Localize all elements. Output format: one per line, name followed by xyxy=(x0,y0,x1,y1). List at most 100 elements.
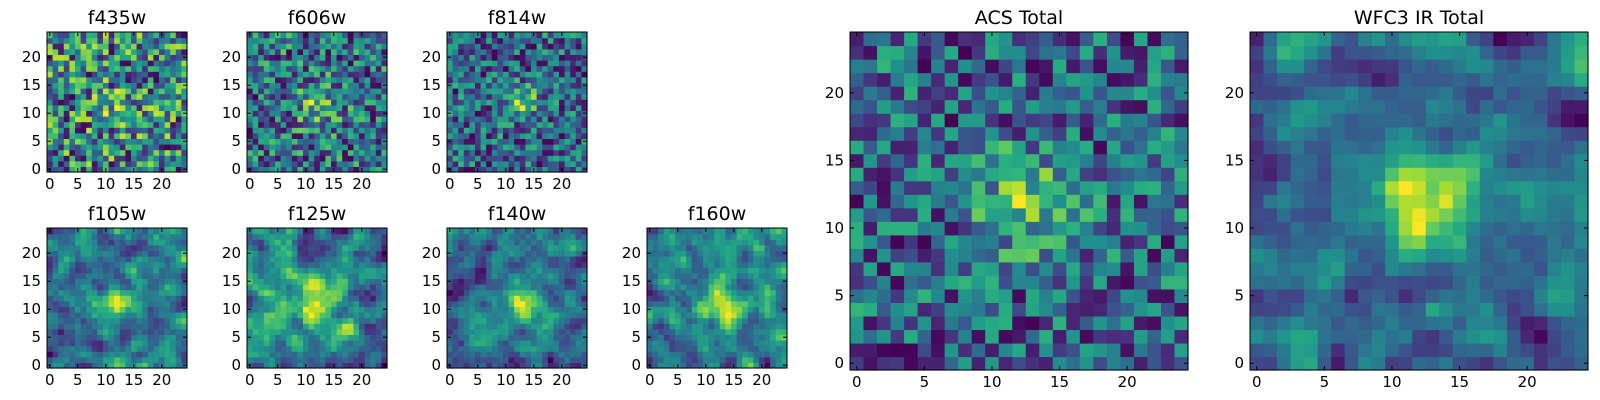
heatmap-cell xyxy=(680,362,687,369)
heatmap-cell xyxy=(291,328,298,335)
heatmap-cell xyxy=(714,256,721,263)
heatmap-cell xyxy=(680,356,687,363)
heatmap-cell xyxy=(52,323,59,330)
heatmap-cell xyxy=(314,71,321,78)
heatmap-cell xyxy=(359,48,366,55)
heatmap-cell xyxy=(1106,180,1121,195)
heatmap-cell xyxy=(1025,329,1040,344)
heatmap-cell xyxy=(753,267,760,274)
heatmap-cell xyxy=(691,323,698,330)
heatmap-cell xyxy=(91,144,98,151)
heatmap-cell xyxy=(370,88,377,95)
heatmap-cell xyxy=(575,317,582,324)
heatmap-cell xyxy=(308,71,315,78)
heatmap-cell xyxy=(753,250,760,257)
heatmap-cell xyxy=(570,127,577,134)
heatmap-cell xyxy=(1012,180,1027,195)
heatmap-cell xyxy=(652,267,659,274)
heatmap-cell xyxy=(570,244,577,251)
heatmap-cell xyxy=(686,239,693,246)
heatmap-cell xyxy=(944,329,959,344)
heatmap-cell xyxy=(553,300,560,307)
heatmap-cell xyxy=(680,334,687,341)
heatmap-cell xyxy=(91,306,98,313)
heatmap-cell xyxy=(1093,315,1108,331)
heatmap-cell xyxy=(547,71,554,78)
heatmap-cell xyxy=(686,250,693,257)
heatmap-cell xyxy=(258,93,265,100)
heatmap-cell xyxy=(652,300,659,307)
heatmap-cell xyxy=(904,221,919,236)
heatmap-cell xyxy=(325,228,332,235)
heatmap-cell xyxy=(759,300,766,307)
heatmap-cell xyxy=(125,295,132,302)
heatmap-cell xyxy=(47,43,54,50)
heatmap-cell xyxy=(742,306,749,313)
heatmap-cell xyxy=(147,244,154,251)
heatmap-cell xyxy=(708,312,715,319)
heatmap-cell xyxy=(958,207,973,222)
heatmap-cell xyxy=(669,261,676,268)
heatmap-cell xyxy=(480,110,487,117)
heatmap-cell xyxy=(269,345,276,352)
heatmap-cell xyxy=(370,244,377,251)
heatmap-cell xyxy=(91,317,98,324)
heatmap-cell xyxy=(314,138,321,145)
heatmap-cell xyxy=(703,244,710,251)
heatmap-cell xyxy=(331,121,338,128)
heatmap-cell xyxy=(647,233,654,240)
heatmap-cell xyxy=(458,76,465,83)
heatmap-cell xyxy=(114,149,121,156)
heatmap-cell xyxy=(531,256,538,263)
heatmap-cell xyxy=(917,248,932,263)
heatmap-cell xyxy=(314,351,321,358)
heatmap-cell xyxy=(336,289,343,296)
heatmap-cell xyxy=(458,82,465,89)
heatmap-cell xyxy=(269,233,276,240)
heatmap-cell xyxy=(944,167,959,182)
heatmap-cell xyxy=(1174,207,1189,222)
heatmap-cell xyxy=(1052,288,1067,303)
heatmap-cell xyxy=(564,356,571,363)
heatmap-cell xyxy=(336,48,343,55)
heatmap-cell xyxy=(725,233,732,240)
heatmap-cell xyxy=(736,272,743,279)
heatmap-cell xyxy=(1106,234,1121,249)
heatmap-cell xyxy=(503,82,510,89)
heatmap-cell xyxy=(381,155,388,162)
heatmap-cell xyxy=(252,155,259,162)
heatmap-cell xyxy=(370,65,377,72)
heatmap-cell xyxy=(931,180,946,195)
heatmap-cell xyxy=(447,99,454,106)
heatmap-cell xyxy=(850,356,865,371)
heatmap-cell xyxy=(69,272,76,279)
axes-frame xyxy=(246,31,388,173)
panel-title: f105w xyxy=(88,203,147,225)
heatmap-cell xyxy=(303,160,310,167)
heatmap-cell xyxy=(91,127,98,134)
heatmap-cell xyxy=(1025,180,1040,195)
heatmap-cell xyxy=(125,328,132,335)
heatmap-cell xyxy=(686,328,693,335)
heatmap-cell xyxy=(342,244,349,251)
heatmap-cell xyxy=(581,267,588,274)
heatmap-cell xyxy=(675,345,682,352)
heatmap-cell xyxy=(525,144,532,151)
heatmap-cell xyxy=(325,345,332,352)
heatmap-cell xyxy=(336,149,343,156)
heatmap-cell xyxy=(164,82,171,89)
heatmap-cell xyxy=(525,127,532,134)
heatmap-cell xyxy=(486,295,493,302)
heatmap-cell xyxy=(714,362,721,369)
heatmap-cell xyxy=(364,110,371,117)
heatmap-cell xyxy=(86,228,93,235)
heatmap-cell xyxy=(931,329,946,344)
heatmap-cell xyxy=(564,116,571,123)
heatmap-cell xyxy=(1079,180,1094,195)
heatmap-cell xyxy=(91,239,98,246)
heatmap-cell xyxy=(114,278,121,285)
heatmap-cell xyxy=(286,93,293,100)
heatmap-cell xyxy=(570,256,577,263)
heatmap-cell xyxy=(564,99,571,106)
heatmap-cell xyxy=(675,261,682,268)
